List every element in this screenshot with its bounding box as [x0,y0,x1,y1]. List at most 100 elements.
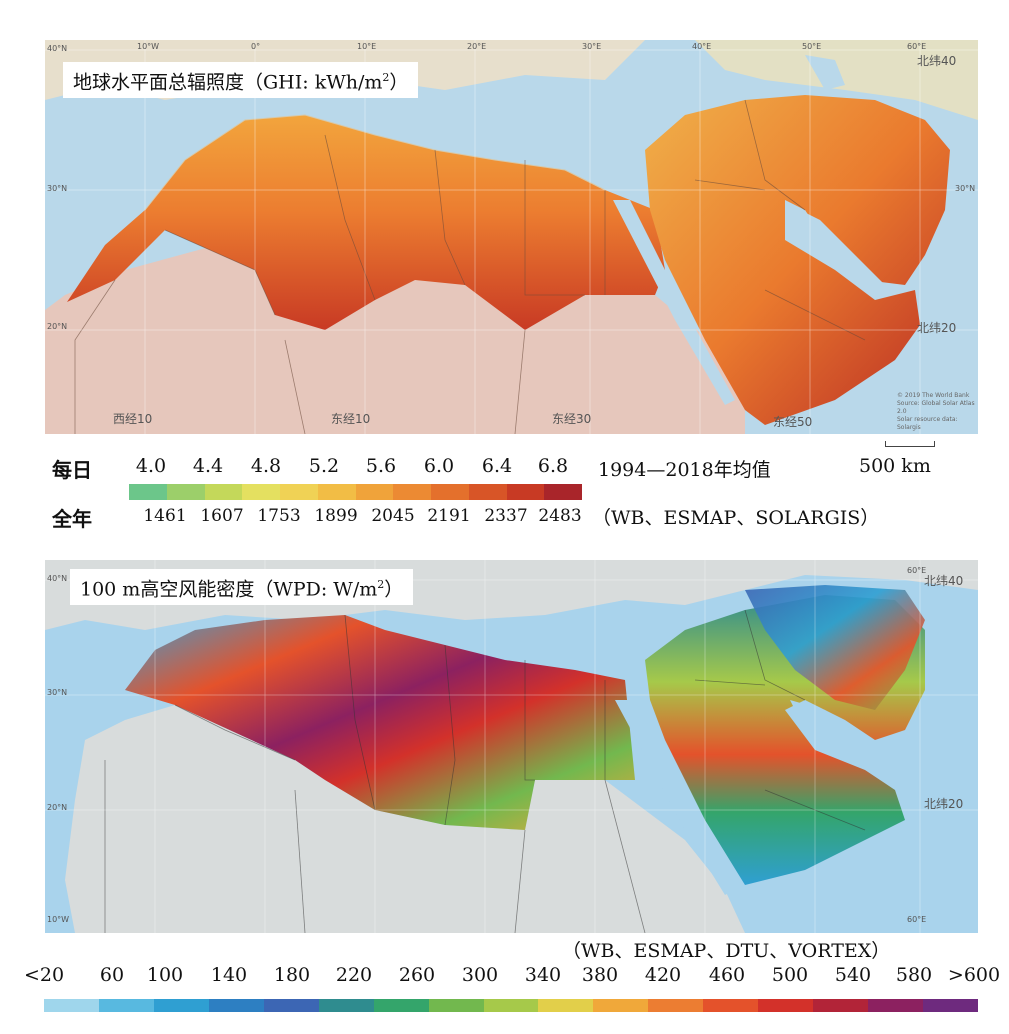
colorbar-swatch [868,999,923,1012]
wpd-map-graphic [45,560,978,933]
daily-tick: 4.0 [135,455,167,477]
ghi-map-title: 地球水平面总辐照度（GHI: kWh/m2） [63,62,419,99]
colorbar-swatch [538,999,594,1012]
colorbar-swatch [468,484,507,500]
lon-label-50e: 东经50 [773,415,813,429]
daily-tick: 4.8 [250,455,282,477]
grid-label: 20°E [467,42,487,51]
lon-label-10w: 西经10 [113,412,153,426]
colorbar-swatch [129,484,167,500]
lat-label-20n: 北纬20 [924,797,964,811]
daily-row-label: 每日 [52,458,92,482]
colorbar-swatch [373,999,429,1012]
lon-label-10e: 东经10 [331,412,371,426]
colorbar-swatch [648,999,704,1012]
annual-tick: 1461 [143,506,187,526]
colorbar-swatch [204,484,243,500]
scale-bar [885,441,935,447]
grid-label: 40°N [47,574,68,583]
colorbar-swatch [280,484,318,500]
credit-line: Source: Global Solar Atlas 2.0 [897,400,975,415]
wpd-map: 100 m高空风能密度（WPD: W/m2） 40°N 30°N 20°N 10… [45,560,978,933]
colorbar-swatch [483,999,539,1012]
colorbar-swatch [393,484,431,500]
ghi-map-graphic [45,40,978,434]
wpd-tick: 140 [210,964,248,986]
wpd-map-title: 100 m高空风能密度（WPD: W/m2） [70,569,414,606]
colorbar-swatch [506,484,545,500]
period-label: 1994—2018年均值 [598,459,771,481]
annual-tick: 1607 [200,506,244,526]
daily-tick: 5.6 [365,455,397,477]
annual-row-label: 全年 [52,507,92,531]
colorbar-swatch [318,999,374,1012]
ghi-title-end: ） [389,71,409,94]
colorbar-swatch [44,999,99,1012]
wpd-tick: 260 [398,964,436,986]
colorbar-swatch [355,484,394,500]
colorbar-swatch [317,484,356,500]
wpd-tick: 180 [273,964,311,986]
ghi-title-text: 地球水平面总辐照度（GHI: kWh/m [73,71,383,94]
colorbar-swatch [166,484,205,500]
wpd-title-end: ） [384,578,404,601]
daily-tick: 6.8 [537,455,569,477]
colorbar-swatch [544,484,582,500]
annual-tick: 1753 [257,506,301,526]
grid-label: 50°E [802,42,822,51]
lat-label-40n: 北纬40 [917,54,957,68]
colorbar-swatch [263,999,319,1012]
credit-line: © 2019 The World Bank [897,392,970,399]
grid-label: 10°W [137,42,160,51]
wpd-tick: 580 [895,964,933,986]
wpd-tick: 100 [146,964,184,986]
colorbar-swatch [208,999,264,1012]
ghi-title-sup: 2 [382,71,390,84]
grid-label: 30°E [582,42,602,51]
wpd-source: （WB、ESMAP、DTU、VORTEX） [562,940,891,962]
lon-label-30e: 东经30 [552,412,592,426]
wpd-tick: 340 [524,964,562,986]
wpd-tick: <20 [23,964,65,986]
wpd-tick: 500 [771,964,809,986]
grid-label: 20°N [47,803,68,812]
grid-label: 40°E [692,42,712,51]
grid-label: 60°E [907,566,927,575]
colorbar-swatch [703,999,759,1012]
credit-line: Solar resource data: Solargis [897,416,958,431]
grid-label: 30°N [955,184,976,193]
colorbar-swatch [431,484,469,500]
scale-label: 500 km [859,455,931,477]
wpd-tick: 380 [581,964,619,986]
wpd-tick: 300 [461,964,499,986]
colorbar-swatch [593,999,649,1012]
grid-label: 0° [251,42,261,51]
annual-tick: 2337 [484,506,528,526]
colorbar-swatch [242,484,280,500]
grid-label: 60°E [907,42,927,51]
grid-label: 40°N [47,44,68,53]
ghi-map: 地球水平面总辐照度（GHI: kWh/m2） 40°N 30°N 20°N 10… [45,40,978,434]
wpd-tick: 60 [99,964,125,986]
colorbar-swatch [98,999,154,1012]
daily-tick: 5.2 [308,455,340,477]
daily-tick: 6.0 [423,455,455,477]
grid-label: 30°N [47,688,68,697]
wpd-tick: 540 [834,964,872,986]
annual-tick: 2191 [427,506,471,526]
colorbar-swatch [758,999,814,1012]
grid-label: 30°N [47,184,68,193]
grid-label: 10°W [47,915,70,924]
annual-tick: 2483 [538,506,582,526]
grid-label: 10°E [357,42,377,51]
wpd-tick: >600 [947,964,1001,986]
annual-tick: 1899 [314,506,358,526]
grid-label: 20°N [47,322,68,331]
map-credit: © 2019 The World Bank Source: Global Sol… [897,392,978,432]
annual-tick: 2045 [371,506,415,526]
grid-label: 60°E [907,915,927,924]
wpd-tick: 460 [708,964,746,986]
ghi-colorbar [129,484,582,500]
lat-label-20n: 北纬20 [917,321,957,335]
wpd-colorbar [44,999,978,1012]
